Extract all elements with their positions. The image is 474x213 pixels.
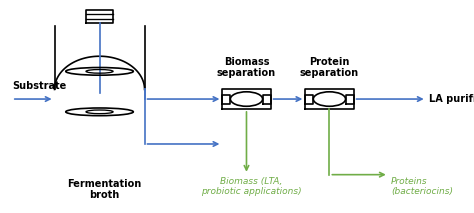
Text: Biomass (LTA,
probiotic applications): Biomass (LTA, probiotic applications) <box>201 177 301 196</box>
Text: Proteins
(bacteriocins): Proteins (bacteriocins) <box>391 177 453 196</box>
Text: Biomass
separation: Biomass separation <box>217 57 276 78</box>
Text: Protein
separation: Protein separation <box>300 57 359 78</box>
Text: LA purification: LA purification <box>429 94 474 104</box>
Text: Fermentation
broth: Fermentation broth <box>67 179 141 200</box>
Text: Substrate: Substrate <box>12 81 66 91</box>
